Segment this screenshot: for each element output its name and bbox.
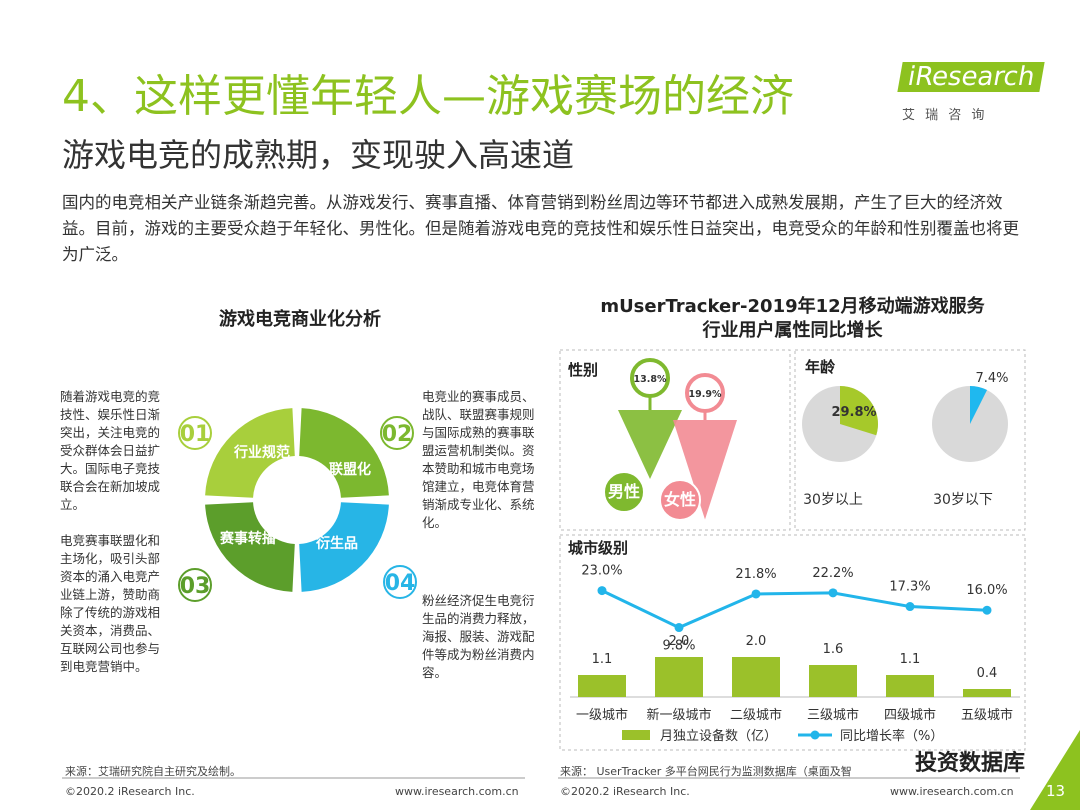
line-point bbox=[597, 586, 607, 596]
line-label: 21.8% bbox=[735, 567, 776, 582]
stage-text: 电竞业的赛事成员、战队、联盟赛事规则与国际成熟的赛事联盟运营机制类似。资本赞助和… bbox=[422, 389, 535, 530]
bar bbox=[578, 675, 626, 697]
number-badge bbox=[178, 416, 212, 450]
line-point bbox=[982, 605, 992, 615]
x-tick-label: 三级城市 bbox=[807, 707, 859, 723]
pin bbox=[685, 373, 725, 413]
stage-text: 随着游戏电竞的竞技性、娱乐性日渐突出，关注电竞的受众群体会日益扩大。国际电子竞技… bbox=[60, 389, 161, 512]
right-title-line: mUserTracker-2019年12月移动端游戏服务 bbox=[600, 296, 985, 317]
legend-swatch bbox=[622, 730, 650, 740]
legend-label: 同比增长率（%） bbox=[840, 728, 943, 744]
x-tick-label: 二级城市 bbox=[730, 707, 782, 723]
bar-label: 0.4 bbox=[977, 666, 998, 681]
line bbox=[601, 589, 988, 630]
watermark: 投资数据库 bbox=[915, 745, 1026, 777]
number-badge-text: 04 bbox=[385, 571, 416, 596]
cycle-label: 赛事转播 bbox=[219, 530, 277, 547]
panel-box bbox=[794, 349, 1026, 531]
cycle-segment bbox=[299, 502, 389, 592]
number-badge-text: 01 bbox=[180, 422, 211, 447]
stage-text: 粉丝经济促生电竞衍生品的消费力释放，海报、服装、游戏配件等成为粉丝消费内容。 bbox=[422, 593, 535, 680]
logo-sub: 艾 瑞 咨 询 bbox=[902, 108, 988, 123]
pie-value: 7.4% bbox=[975, 371, 1008, 386]
gender-label: 男性 bbox=[608, 482, 640, 501]
logo: iResearch bbox=[897, 62, 1046, 92]
bar bbox=[809, 665, 857, 697]
source: 来源：艾瑞研究院自主研究及绘制。 bbox=[65, 765, 241, 778]
panel-label: 年龄 bbox=[805, 358, 836, 376]
line-label: 22.2% bbox=[812, 566, 853, 581]
panel-label: 性别 bbox=[568, 361, 598, 379]
source: 来源： UserTracker 多平台网民行为监测数据库（桌面及智 bbox=[560, 765, 852, 778]
right-title-line: 行业用户属性同比增长 bbox=[702, 320, 883, 341]
pie-slice bbox=[970, 386, 988, 424]
line-point bbox=[905, 602, 915, 612]
legend-label: 月独立设备数（亿） bbox=[660, 728, 777, 744]
stage-text: 电竞赛事联盟化和主场化，吸引头部资本的涌入电竞产业链上游，赞助商除了传统的游戏相… bbox=[60, 533, 161, 674]
bar bbox=[886, 675, 934, 697]
cycle-label: 行业规范 bbox=[233, 444, 290, 461]
title: 4、这样更懂年轻人—游戏赛场的经济 bbox=[62, 71, 794, 122]
line-label: 23.0% bbox=[581, 564, 622, 579]
bar-label: 2.0 bbox=[669, 634, 690, 649]
pie-category: 30岁以上 bbox=[803, 492, 863, 508]
cycle-segment bbox=[299, 408, 389, 498]
cone bbox=[618, 410, 682, 479]
pin-value: 13.8% bbox=[634, 374, 667, 385]
gender-badge bbox=[659, 479, 701, 521]
pie-slice bbox=[840, 386, 878, 436]
number-badge-text: 03 bbox=[180, 574, 211, 599]
copyright: ©2020.2 iResearch Inc. bbox=[560, 785, 690, 798]
line-point bbox=[674, 623, 684, 633]
pie-rest bbox=[932, 386, 1008, 462]
pie-value: 29.8% bbox=[831, 405, 876, 420]
bar-label: 1.1 bbox=[592, 652, 613, 667]
line-point bbox=[828, 588, 838, 598]
left-title: 游戏电竞商业化分析 bbox=[219, 309, 381, 330]
intro: 国内的电竞相关产业链条渐趋完善。从游戏发行、赛事直播、体育营销到粉丝周边等环节都… bbox=[62, 193, 1019, 264]
bar-label: 1.6 bbox=[823, 642, 844, 657]
copyright: ©2020.2 iResearch Inc. bbox=[65, 785, 195, 798]
number-badge bbox=[383, 565, 417, 599]
x-tick-label: 新一级城市 bbox=[646, 707, 711, 723]
line-label: 16.0% bbox=[966, 583, 1007, 598]
x-tick-label: 五级城市 bbox=[961, 707, 1013, 723]
cycle-label: 联盟化 bbox=[329, 461, 371, 478]
url: www.iresearch.com.cn bbox=[890, 785, 1014, 798]
pie-rest bbox=[802, 386, 878, 462]
bar-label: 1.1 bbox=[900, 652, 921, 667]
subtitle: 游戏电竞的成熟期，变现驶入高速道 bbox=[62, 136, 575, 174]
bar bbox=[732, 657, 780, 697]
panel-label: 城市级别 bbox=[568, 539, 628, 557]
pin bbox=[630, 358, 670, 398]
panel-box bbox=[559, 534, 1026, 751]
gender-badge bbox=[603, 471, 645, 513]
line-label: 17.3% bbox=[889, 580, 930, 595]
right-title: mUserTracker-2019年12月移动端游戏服务 行业用户属性同比增长 bbox=[555, 295, 1030, 343]
bar bbox=[655, 657, 703, 697]
x-tick-label: 一级城市 bbox=[576, 707, 628, 723]
page-number: 13 bbox=[1046, 782, 1066, 800]
x-tick-label: 四级城市 bbox=[884, 707, 936, 723]
legend-swatch bbox=[810, 730, 820, 740]
cone bbox=[673, 420, 737, 520]
cycle-segment bbox=[205, 502, 295, 592]
line-point bbox=[751, 589, 761, 599]
pin-value: 19.9% bbox=[689, 389, 722, 400]
line-label: 9.8% bbox=[662, 639, 695, 654]
url: www.iresearch.com.cn bbox=[395, 785, 519, 798]
bar bbox=[963, 689, 1011, 697]
number-badge-text: 02 bbox=[382, 422, 413, 447]
gender-label: 女性 bbox=[664, 490, 696, 509]
number-badge bbox=[380, 416, 414, 450]
panel-box bbox=[559, 349, 791, 531]
bar-label: 2.0 bbox=[746, 634, 767, 649]
cycle-label: 衍生品 bbox=[315, 535, 358, 552]
number-badge bbox=[178, 568, 212, 602]
pie-category: 30岁以下 bbox=[933, 492, 993, 508]
cycle-segment bbox=[205, 408, 295, 498]
